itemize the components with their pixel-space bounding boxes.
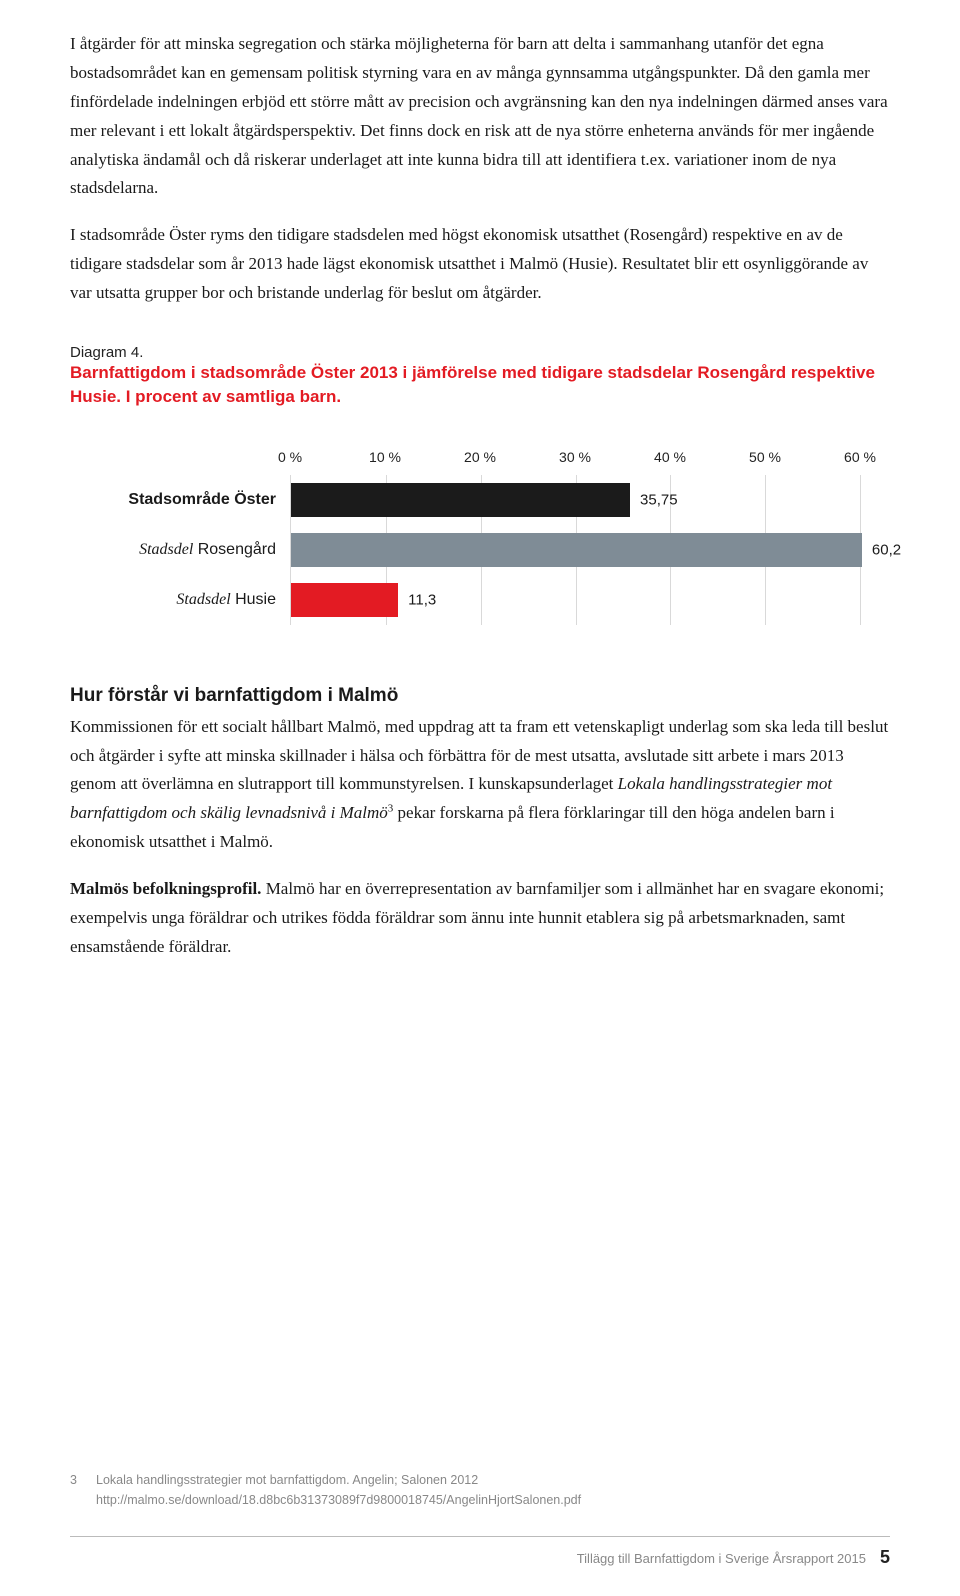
chart-row-label: Stadsdel Husie bbox=[100, 591, 290, 609]
axis-tick: 10 % bbox=[369, 449, 401, 465]
chart-bar-value: 60,2 bbox=[862, 541, 901, 558]
paragraph-2: I stadsområde Öster ryms den tidigare st… bbox=[70, 221, 890, 308]
chart-bar: 11,3 bbox=[291, 583, 398, 617]
axis-tick: 30 % bbox=[559, 449, 591, 465]
chart-bar: 35,75 bbox=[291, 483, 630, 517]
chart-row-label: Stadsområde Öster bbox=[100, 491, 290, 509]
chart-bar: 60,2 bbox=[291, 533, 862, 567]
chart-bar-value: 35,75 bbox=[630, 491, 678, 508]
section2-p2: Malmös befolkningsprofil. Malmö har en ö… bbox=[70, 875, 890, 962]
axis-tick: 40 % bbox=[654, 449, 686, 465]
axis-tick: 50 % bbox=[749, 449, 781, 465]
chart-bar-value: 11,3 bbox=[398, 591, 436, 608]
page-number: 5 bbox=[880, 1547, 890, 1568]
section-heading: Hur förstår vi barnfattigdom i Malmö bbox=[70, 685, 890, 707]
chart-row-label: Stadsdel Rosengård bbox=[100, 541, 290, 559]
axis-tick: 20 % bbox=[464, 449, 496, 465]
bar-chart: 0 %10 %20 %30 %40 %50 %60 % Stadsområde … bbox=[100, 449, 860, 625]
axis-tick: 60 % bbox=[844, 449, 876, 465]
chart-row: Stadsområde Öster35,75 bbox=[100, 475, 860, 525]
page-footer: Tillägg till Barnfattigdom i Sverige Års… bbox=[70, 1536, 890, 1568]
footnote: 3 Lokala handlingsstrategier mot barnfat… bbox=[70, 1470, 890, 1510]
chart-row: Stadsdel Rosengård60,2 bbox=[100, 525, 860, 575]
chart-bar-track: 11,3 bbox=[290, 575, 860, 625]
diagram-title: Barnfattigdom i stadsområde Öster 2013 i… bbox=[70, 361, 890, 409]
section2-p1: Kommissionen för ett socialt hållbart Ma… bbox=[70, 713, 890, 857]
chart-bar-track: 60,2 bbox=[290, 525, 860, 575]
paragraph-1: I åtgärder för att minska segregation oc… bbox=[70, 30, 890, 203]
chart-axis: 0 %10 %20 %30 %40 %50 %60 % bbox=[100, 449, 860, 469]
diagram-number: Diagram 4. bbox=[70, 344, 890, 361]
axis-tick: 0 % bbox=[278, 449, 302, 465]
chart-bar-track: 35,75 bbox=[290, 475, 860, 525]
chart-row: Stadsdel Husie11,3 bbox=[100, 575, 860, 625]
